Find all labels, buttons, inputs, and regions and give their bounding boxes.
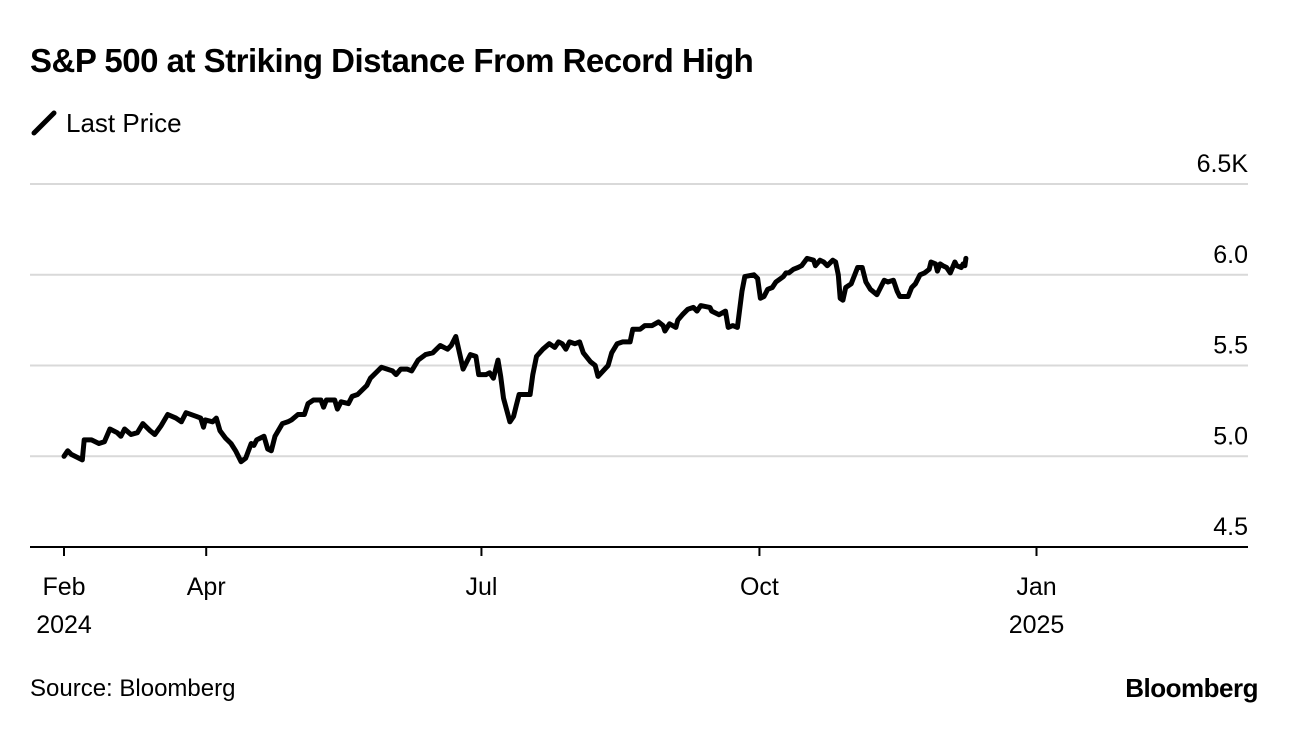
y-tick-label: 6.0 <box>1213 241 1248 269</box>
line-chart: 6.5K 6.0 5.5 5.0 4.5 Feb 2024 Apr Jul Oct Jan 2025 <box>30 150 1249 639</box>
series-line-last-price <box>61 255 969 465</box>
x-tick-label: Apr <box>187 573 226 601</box>
y-axis: 6.5K 6.0 5.5 5.0 4.5 <box>1197 150 1249 541</box>
source-note: Source: Bloomberg <box>30 675 236 702</box>
x-tick-label: Jul <box>465 573 497 601</box>
line-swatch-icon <box>31 110 57 136</box>
x-tick-sublabel: 2025 <box>1009 611 1065 639</box>
y-tick-label: 4.5 <box>1213 513 1248 541</box>
series <box>61 255 969 465</box>
x-tick-label: Jan <box>1016 573 1056 601</box>
bloomberg-logo: Bloomberg <box>1125 673 1258 703</box>
x-axis: Feb 2024 Apr Jul Oct Jan 2025 <box>36 547 1064 639</box>
legend-label: Last Price <box>66 107 182 138</box>
chart-title: S&P 500 at Striking Distance From Record… <box>30 42 754 79</box>
grid <box>30 183 1248 548</box>
x-tick-sublabel: 2024 <box>36 611 92 639</box>
x-tick-label: Feb <box>42 573 85 601</box>
y-tick-label: 5.5 <box>1213 332 1248 360</box>
x-tick-label: Oct <box>740 573 779 601</box>
legend: Last Price <box>30 106 182 140</box>
y-tick-label: 6.5K <box>1197 150 1249 178</box>
y-tick-label: 5.0 <box>1213 422 1248 450</box>
